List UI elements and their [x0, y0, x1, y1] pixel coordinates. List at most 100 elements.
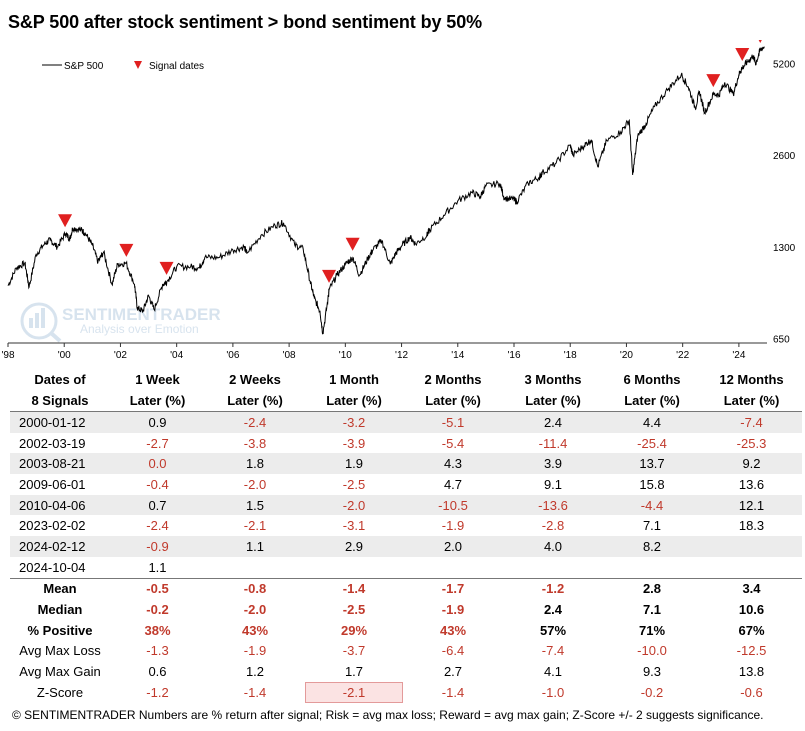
table-cell: -10.5 — [403, 494, 503, 516]
signal-date: 2023-02-02 — [19, 518, 86, 534]
table-cell — [205, 557, 305, 578]
summary-cell: 29% — [340, 622, 368, 638]
column-header: 12 Months — [719, 372, 784, 387]
table-cell: 4.4 — [603, 411, 701, 433]
watermark-brand: SENTIMENTRADER — [62, 305, 221, 324]
summary-label: Avg Max Gain — [19, 664, 101, 680]
table-cell: -2.0 — [243, 476, 267, 492]
summary-cell: -1.9 — [243, 643, 267, 659]
table-row: 2009-06-01 -0.4 -2.0 -2.5 4.7 9.1 15.8 13.6 — [10, 474, 802, 495]
x-tick-label: '22 — [676, 350, 689, 360]
summary-cell: 9.3 — [642, 664, 662, 680]
summary-cell: -0.2 — [640, 684, 664, 700]
table-cell: 1.9 — [305, 453, 403, 475]
table-cell: 9.2 — [701, 453, 802, 475]
signal-marker — [758, 40, 762, 43]
table-cell: -4.4 — [603, 494, 701, 516]
summary-cell: -2.5 — [342, 602, 366, 618]
summary-cell: 67% — [738, 622, 765, 638]
chart-title: S&P 500 after stock sentiment > bond sen… — [8, 12, 483, 32]
watermark-tagline: Analysis over Emotion — [80, 322, 199, 336]
summary-label: Z-Score — [36, 684, 84, 700]
table-cell: -13.6 — [503, 494, 603, 516]
summary-row: Z-Score -1.2 -1.4 -2.1 -1.4 -1.0 -0.2 -0.6 — [10, 681, 802, 703]
legend-sp500-label: S&P 500 — [64, 61, 104, 72]
summary-cell: 38% — [144, 622, 171, 638]
table-cell: -25.3 — [736, 435, 767, 451]
table-cell: -2.5 — [342, 476, 366, 492]
y-tick-label: 2600 — [773, 151, 796, 162]
table-row: 2002-03-19 -2.7 -3.8 -3.9 -5.4 -11.4 -25.4 -25.… — [10, 433, 802, 454]
legend-signal-label: Signal dates — [149, 61, 204, 72]
summary-label: Mean — [10, 577, 110, 600]
summary-cell: -10.0 — [637, 643, 667, 659]
table-cell: -0.4 — [146, 476, 169, 492]
summary-cell: 43% — [439, 622, 467, 638]
summary-cell: 57% — [539, 622, 567, 638]
summary-cell: 7.1 — [642, 602, 662, 618]
signal-date: 2002-03-19 — [19, 435, 86, 451]
table-cell: 13.7 — [603, 453, 701, 475]
sp500-line-chart: '98 '00 '02 '04 '06 '08 '10 '12 '14 '16 '18 '20 '22 '… — [1, 40, 796, 360]
signal-marker — [58, 214, 73, 228]
table-cell: 12.1 — [701, 494, 802, 516]
summary-cell: 4.1 — [543, 664, 563, 680]
column-header: 1 Month — [329, 372, 379, 387]
table-cell: -5.1 — [403, 411, 503, 433]
signal-date: 2010-04-06 — [10, 494, 110, 516]
table-cell: 7.1 — [642, 518, 662, 534]
column-header: 3 Months — [524, 372, 582, 387]
summary-cell: -0.8 — [205, 577, 305, 600]
summary-cell: 1.2 — [245, 664, 265, 680]
column-header: Later (%) — [205, 390, 305, 412]
table-cell: 0.9 — [110, 411, 205, 433]
summary-cell: -1.7 — [403, 577, 503, 600]
table-cell: -11.4 — [538, 435, 568, 451]
table-cell: -7.4 — [701, 411, 802, 433]
table-cell: 15.8 — [639, 476, 665, 492]
summary-cell: -0.2 — [146, 602, 169, 618]
signal-date: 2000-01-12 — [10, 411, 110, 433]
table-cell: 1.1 — [205, 536, 305, 557]
table-row: 2023-02-02 -2.4 -2.1 -3.1 -1.9 -2.8 7.1 18.3 — [10, 515, 802, 536]
y-tick-label: 1300 — [773, 243, 796, 254]
table-cell: -3.8 — [243, 435, 267, 451]
summary-row: Mean -0.5 -0.8 -1.4 -1.7 -1.2 2.8 3.4 — [10, 577, 802, 600]
table-cell: -2.0 — [305, 494, 403, 516]
column-header: Later (%) — [701, 390, 802, 412]
table-cell: 2.4 — [503, 411, 603, 433]
column-header: 2 Months — [424, 372, 482, 387]
summary-cell: -1.4 — [243, 684, 267, 700]
summary-cell: -1.4 — [305, 577, 403, 600]
table-cell — [701, 536, 802, 557]
table-row: 2024-10-04 1.1 — [10, 557, 802, 578]
table-cell — [503, 557, 603, 578]
table-row: 2000-01-12 0.9 -2.4 -3.2 -5.1 2.4 4.4 -7.4 — [10, 411, 802, 433]
table-cell — [305, 557, 403, 578]
table-cell: -3.2 — [305, 411, 403, 433]
summary-cell: -1.4 — [441, 684, 465, 700]
summary-cell: -1.9 — [441, 602, 465, 618]
table-cell: -5.4 — [441, 435, 465, 451]
table-cell: -2.1 — [243, 518, 267, 534]
summary-cell: 43% — [241, 622, 269, 638]
signal-marker — [345, 237, 360, 251]
x-tick-label: '00 — [58, 350, 71, 360]
summary-cell: -2.1 — [305, 681, 403, 703]
table-cell: -1.9 — [441, 518, 465, 534]
summary-cell: 0.6 — [148, 664, 167, 680]
signal-marker — [706, 74, 721, 88]
table-cell: 1.8 — [205, 453, 305, 475]
y-tick-label: 650 — [773, 335, 790, 346]
table-cell: -2.8 — [541, 518, 565, 534]
forward-returns-table: Dates of 1 Week 2 Weeks 1 Month 2 Months 3 Mo… — [10, 369, 802, 703]
table-cell: 18.3 — [738, 518, 765, 534]
summary-row: % Positive 38% 43% 29% 43% 57% 71% 67% — [10, 620, 802, 641]
summary-cell: -1.0 — [541, 684, 565, 700]
summary-label: Avg Max Loss — [19, 643, 101, 659]
legend-signal-marker-icon — [134, 61, 142, 69]
table-cell: 8.2 — [603, 536, 701, 557]
table-cell: -2.4 — [205, 411, 305, 433]
footer-note: © SENTIMENTRADER Numbers are % return af… — [12, 708, 764, 722]
table-cell: -25.4 — [637, 435, 667, 451]
